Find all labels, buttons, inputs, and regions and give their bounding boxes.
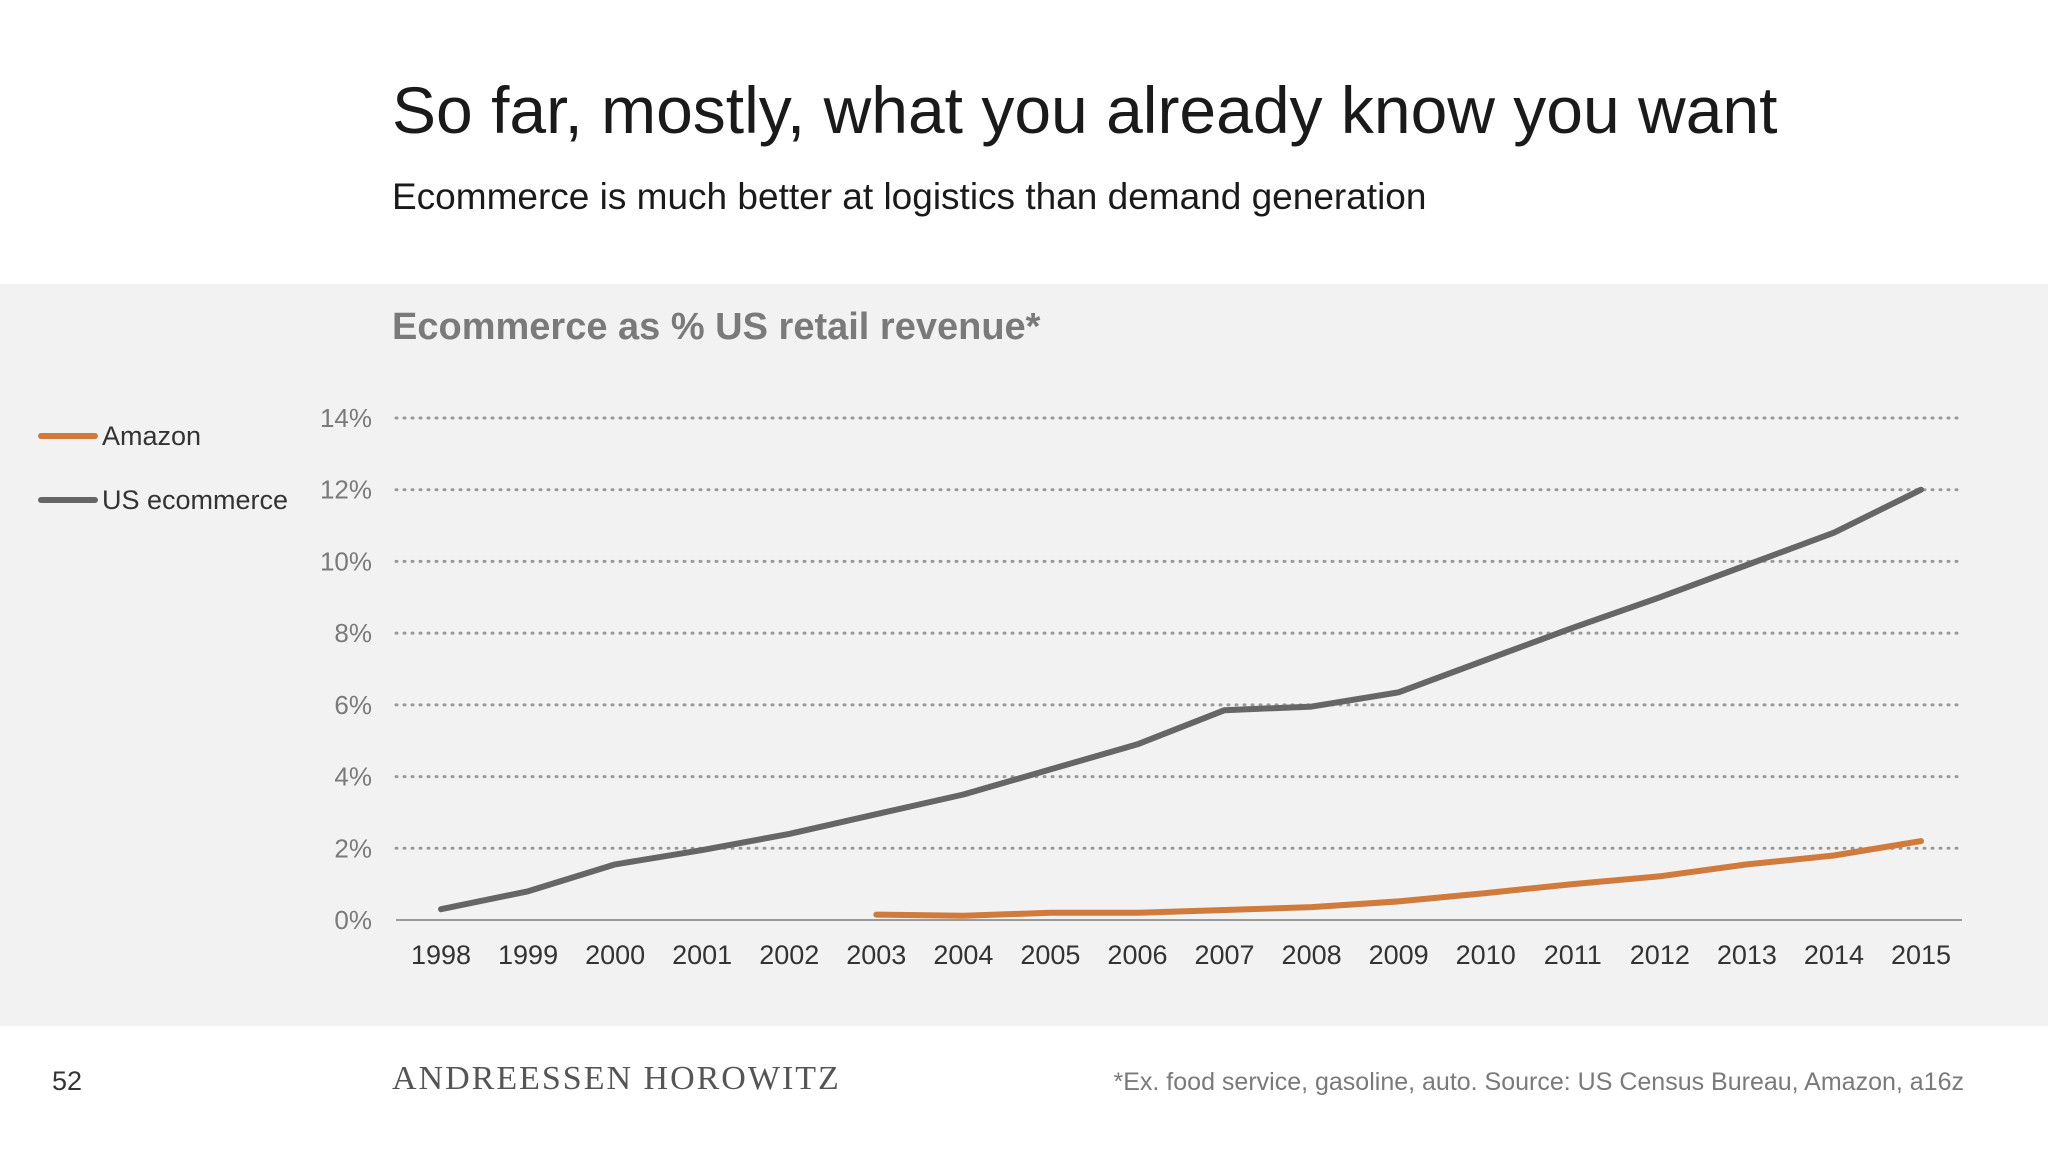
x-tick-label: 2013 xyxy=(1717,940,1777,970)
x-tick-label: 2011 xyxy=(1544,940,1602,970)
series-line-amazon xyxy=(873,838,1924,919)
y-tick-label: 6% xyxy=(334,690,372,720)
x-tick-label: 2003 xyxy=(846,940,906,970)
y-tick-label: 2% xyxy=(334,833,372,863)
legend-swatch-amazon xyxy=(38,433,98,439)
legend-swatch-us-ecommerce xyxy=(38,497,98,503)
x-tick-label: 2015 xyxy=(1891,940,1951,970)
x-tick-label: 2006 xyxy=(1107,940,1167,970)
y-tick-label: 8% xyxy=(334,618,372,648)
x-tick-label: 2004 xyxy=(933,940,993,970)
x-tick-label: 2014 xyxy=(1804,940,1864,970)
x-tick-label: 2005 xyxy=(1020,940,1080,970)
x-tick-label: 2010 xyxy=(1456,940,1516,970)
x-tick-label: 2000 xyxy=(585,940,645,970)
slide-subtitle: Ecommerce is much better at logistics th… xyxy=(392,176,1427,217)
chart-title: Ecommerce as % US retail revenue* xyxy=(392,306,1041,348)
legend-item-us-ecommerce: US ecommerce xyxy=(38,468,288,532)
legend-item-amazon: Amazon xyxy=(38,404,288,468)
legend-label-us-ecommerce: US ecommerce xyxy=(102,484,289,515)
x-tick-label: 1999 xyxy=(498,940,558,970)
y-tick-label: 10% xyxy=(320,546,372,576)
x-tick-label: 2009 xyxy=(1369,940,1429,970)
chart-legend: Amazon US ecommerce xyxy=(38,404,288,532)
x-tick-label: 1998 xyxy=(411,940,471,970)
x-tick-label: 2001 xyxy=(672,940,732,970)
x-tick-label: 2002 xyxy=(759,940,819,970)
brand-logo: ANDREESSEN HOROWITZ xyxy=(392,1060,841,1097)
x-tick-label: 2012 xyxy=(1630,940,1690,970)
y-tick-label: 4% xyxy=(334,762,372,792)
y-tick-label: 0% xyxy=(334,905,372,935)
page-number: 52 xyxy=(52,1066,83,1096)
y-tick-label: 14% xyxy=(320,403,372,433)
y-tick-label: 12% xyxy=(320,475,372,505)
chart-panel xyxy=(0,284,2048,1026)
footnote: *Ex. food service, gasoline, auto. Sourc… xyxy=(1113,1068,1964,1096)
slide-title: So far, mostly, what you already know yo… xyxy=(392,73,1778,147)
x-tick-label: 2007 xyxy=(1194,940,1254,970)
x-tick-label: 2008 xyxy=(1282,940,1342,970)
series-line-us-ecommerce xyxy=(438,486,1924,913)
legend-label-amazon: Amazon xyxy=(102,420,202,451)
